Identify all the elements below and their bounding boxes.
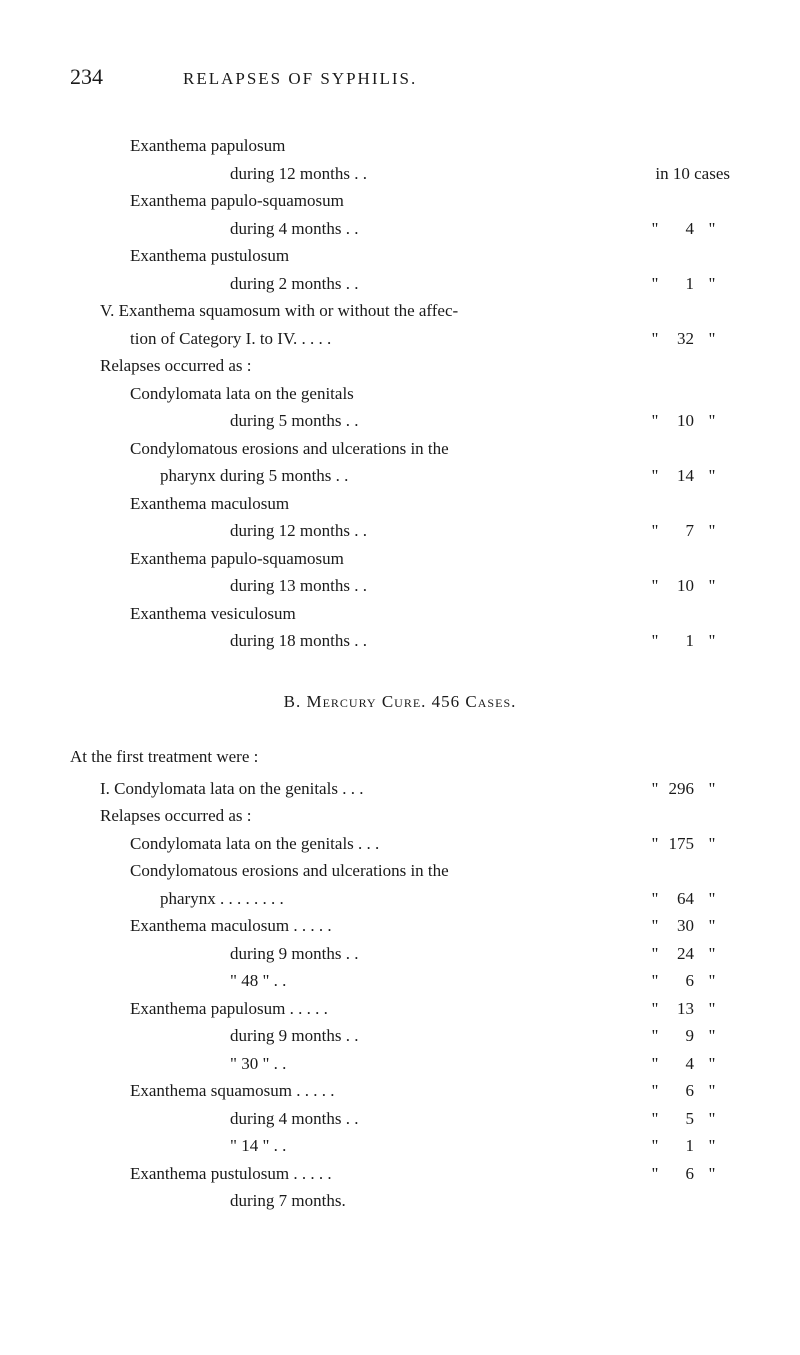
line-value: "1" [626, 1133, 730, 1159]
content-block-2: I. Condylomata lata on the genitals . . … [70, 776, 730, 1214]
text-line: Exanthema papulosum . . . . ."13" [70, 996, 730, 1022]
line-label: tion of Category I. to IV. . . . . [70, 326, 626, 352]
line-label: I. Condylomata lata on the genitals . . … [70, 776, 626, 802]
text-line: Exanthema papulosum [70, 133, 730, 159]
text-line: Exanthema maculosum . . . . ."30" [70, 913, 730, 939]
line-label: Exanthema maculosum [70, 491, 730, 517]
text-line: tion of Category I. to IV. . . . ."32" [70, 326, 730, 352]
text-line: during 2 months . ."1" [70, 271, 730, 297]
text-line: during 9 months . ."24" [70, 941, 730, 967]
line-label: during 4 months . . [70, 216, 626, 242]
line-value: "1" [626, 271, 730, 297]
line-value: "10" [626, 408, 730, 434]
line-value: in 10 cases [635, 161, 730, 187]
line-label: " 30 " . . [70, 1051, 626, 1077]
page-header: 234 RELAPSES OF SYPHILIS. [70, 60, 730, 93]
line-value: "7" [626, 518, 730, 544]
content-block-1: Exanthema papulosumduring 12 months . .i… [70, 133, 730, 654]
text-line: during 4 months . ."5" [70, 1106, 730, 1132]
text-line: Exanthema vesiculosum [70, 601, 730, 627]
line-value: "6" [626, 1078, 730, 1104]
text-line: V. Exanthema squamosum with or without t… [70, 298, 730, 324]
line-value: "30" [626, 913, 730, 939]
line-label: Condylomata lata on the genitals . . . [70, 831, 626, 857]
line-label: during 9 months . . [70, 1023, 626, 1049]
line-value: "1" [626, 628, 730, 654]
line-label: during 2 months . . [70, 271, 626, 297]
text-line: I. Condylomata lata on the genitals . . … [70, 776, 730, 802]
line-label: " 14 " . . [70, 1133, 626, 1159]
section-b-heading: B. Mercury Cure. 456 Cases. [70, 689, 730, 715]
line-value: "9" [626, 1023, 730, 1049]
line-label: Exanthema pustulosum . . . . . [70, 1161, 626, 1187]
line-label: Condylomatous erosions and ulcerations i… [70, 858, 730, 884]
text-line: pharynx . . . . . . . ."64" [70, 886, 730, 912]
text-line: Exanthema papulo-squamosum [70, 546, 730, 572]
text-line: during 7 months. [70, 1188, 730, 1214]
text-line: Exanthema pustulosum . . . . ."6" [70, 1161, 730, 1187]
text-line: during 9 months . ."9" [70, 1023, 730, 1049]
text-line: Exanthema papulo-squamosum [70, 188, 730, 214]
text-line: " 14 " . ."1" [70, 1133, 730, 1159]
text-line: " 48 " . ."6" [70, 968, 730, 994]
line-label: during 4 months . . [70, 1106, 626, 1132]
line-value: "13" [626, 996, 730, 1022]
line-label: during 18 months . . [70, 628, 626, 654]
line-value: "64" [626, 886, 730, 912]
text-line: during 13 months . ."10" [70, 573, 730, 599]
text-line: during 12 months . ."7" [70, 518, 730, 544]
page-number: 234 [70, 60, 103, 93]
line-label: pharynx . . . . . . . . [70, 886, 626, 912]
line-value: "24" [626, 941, 730, 967]
text-line: during 4 months . ."4" [70, 216, 730, 242]
text-line: Condylomata lata on the genitals . . ."1… [70, 831, 730, 857]
intro-line: At the first treatment were : [70, 744, 730, 770]
line-label: Exanthema papulo-squamosum [70, 546, 730, 572]
page-title: RELAPSES OF SYPHILIS. [183, 66, 417, 92]
line-value: "10" [626, 573, 730, 599]
line-value: "6" [626, 968, 730, 994]
line-label: during 9 months . . [70, 941, 626, 967]
text-line: Condylomata lata on the genitals [70, 381, 730, 407]
line-value: "296" [626, 776, 730, 802]
line-label: Condylomatous erosions and ulcerations i… [70, 436, 730, 462]
line-label: pharynx during 5 months . . [70, 463, 626, 489]
text-line: pharynx during 5 months . ."14" [70, 463, 730, 489]
text-line: Condylomatous erosions and ulcerations i… [70, 858, 730, 884]
line-value: "32" [626, 326, 730, 352]
text-line: Relapses occurred as : [70, 353, 730, 379]
line-value: "4" [626, 216, 730, 242]
line-label: Exanthema papulosum . . . . . [70, 996, 626, 1022]
line-label: Relapses occurred as : [70, 353, 730, 379]
text-line: during 5 months . ."10" [70, 408, 730, 434]
line-label: Exanthema papulosum [70, 133, 730, 159]
line-label: during 12 months . . [70, 161, 635, 187]
text-line: Exanthema pustulosum [70, 243, 730, 269]
line-label: V. Exanthema squamosum with or without t… [70, 298, 730, 324]
line-value: "14" [626, 463, 730, 489]
line-value: "4" [626, 1051, 730, 1077]
line-label: Exanthema papulo-squamosum [70, 188, 730, 214]
text-line: Relapses occurred as : [70, 803, 730, 829]
line-label: Condylomata lata on the genitals [70, 381, 730, 407]
line-value: "5" [626, 1106, 730, 1132]
text-line: Exanthema maculosum [70, 491, 730, 517]
text-line: Condylomatous erosions and ulcerations i… [70, 436, 730, 462]
line-label: during 13 months . . [70, 573, 626, 599]
line-value: "6" [626, 1161, 730, 1187]
line-label: Exanthema vesiculosum [70, 601, 730, 627]
text-line: during 12 months . .in 10 cases [70, 161, 730, 187]
line-label: " 48 " . . [70, 968, 626, 994]
line-label: during 5 months . . [70, 408, 626, 434]
line-value: "175" [626, 831, 730, 857]
line-label: Exanthema maculosum . . . . . [70, 913, 626, 939]
line-label: during 7 months. [70, 1188, 730, 1214]
line-label: during 12 months . . [70, 518, 626, 544]
text-line: Exanthema squamosum . . . . ."6" [70, 1078, 730, 1104]
text-line: " 30 " . ."4" [70, 1051, 730, 1077]
text-line: during 18 months . ."1" [70, 628, 730, 654]
line-label: Exanthema pustulosum [70, 243, 730, 269]
line-label: Exanthema squamosum . . . . . [70, 1078, 626, 1104]
line-label: Relapses occurred as : [70, 803, 730, 829]
